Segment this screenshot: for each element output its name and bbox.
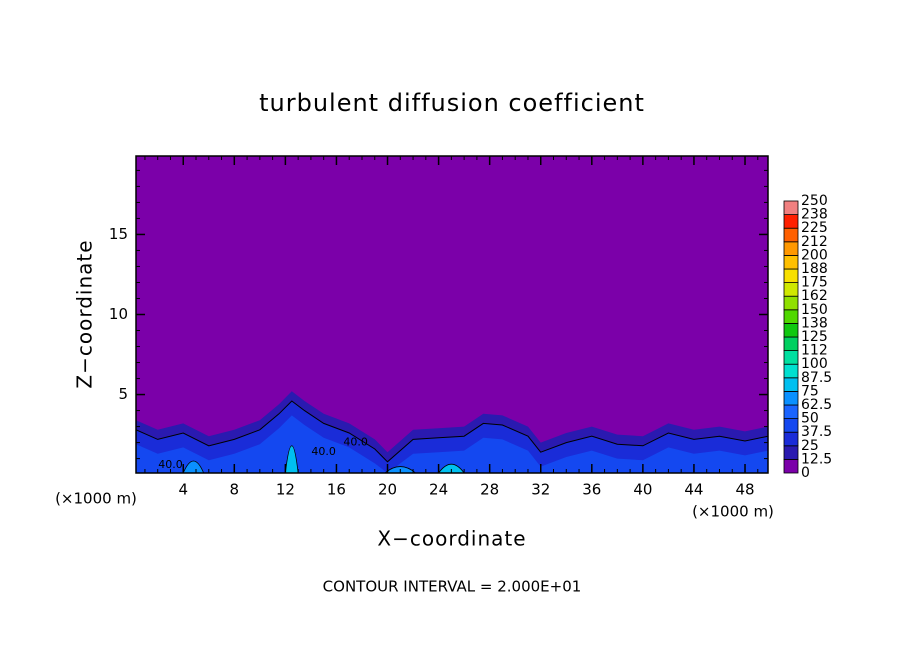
x-tick-label: 32 xyxy=(531,481,550,499)
colorbar-box xyxy=(783,336,799,352)
colorbar-box xyxy=(783,390,799,406)
x-tick-label: 12 xyxy=(276,481,295,499)
colorbar-box xyxy=(783,214,799,229)
colorbar-box xyxy=(783,363,799,379)
colorbar-label: 37.5 xyxy=(801,424,832,440)
x-tick-label: 48 xyxy=(735,481,754,499)
x-tick-label: 24 xyxy=(429,481,448,499)
colorbar-label: 75 xyxy=(801,383,819,399)
colorbar-box xyxy=(783,254,799,270)
y-axis-label: Z−coordinate xyxy=(73,239,97,388)
y-tick-label: 10 xyxy=(109,305,128,323)
x-unit-label: (×1000 m) xyxy=(55,490,137,508)
colorbar-box xyxy=(783,282,799,297)
contour-fill xyxy=(136,156,768,473)
colorbar-box xyxy=(783,445,799,460)
colorbar-label: 62.5 xyxy=(801,397,832,413)
colorbar-label: 87.5 xyxy=(801,370,832,386)
colorbar-label: 150 xyxy=(801,302,828,318)
colorbar-box xyxy=(783,309,799,324)
colorbar-label: 125 xyxy=(801,329,828,345)
contour-label: 40.0 xyxy=(158,458,183,471)
colorbar-box xyxy=(783,241,799,256)
y-tick-label: 5 xyxy=(118,385,128,403)
colorbar-label: 138 xyxy=(801,315,828,331)
x-tick-label: 28 xyxy=(480,481,499,499)
colorbar-label: 200 xyxy=(801,247,828,263)
x-tick-label: 44 xyxy=(684,481,703,499)
contour-label: 40.0 xyxy=(311,445,336,458)
colorbar-box xyxy=(783,431,799,447)
colorbar-box xyxy=(783,350,799,365)
colorbar-box xyxy=(783,200,799,216)
x-tick-label: 20 xyxy=(378,481,397,499)
colorbar-box xyxy=(783,458,799,474)
colorbar-box xyxy=(783,377,799,392)
colorbar-label: 250 xyxy=(801,193,828,209)
chart-title: turbulent diffusion coefficient xyxy=(259,89,645,117)
colorbar-label: 100 xyxy=(801,356,828,372)
colorbar-box xyxy=(783,268,799,284)
colorbar-box xyxy=(783,404,799,420)
x-unit-label: (×1000 m) xyxy=(692,503,774,521)
colorbar-box xyxy=(783,418,799,433)
colorbar-label: 25 xyxy=(801,438,819,454)
contour-label: 40.0 xyxy=(343,436,368,449)
x-tick-label: 4 xyxy=(178,481,188,499)
colorbar-label: 12.5 xyxy=(801,451,832,467)
colorbar-label: 175 xyxy=(801,275,828,291)
colorbar-label: 212 xyxy=(801,234,828,250)
footer: CONTOUR INTERVAL = 2.000E+01 xyxy=(323,578,582,596)
x-tick-label: 40 xyxy=(633,481,652,499)
colorbar-label: 238 xyxy=(801,207,828,223)
colorbar-box xyxy=(783,322,799,338)
colorbar-label: 50 xyxy=(801,411,819,427)
x-tick-label: 16 xyxy=(327,481,346,499)
colorbar-label: 0 xyxy=(801,465,810,481)
colorbar-label: 162 xyxy=(801,288,828,304)
colorbar-label: 188 xyxy=(801,261,828,277)
x-tick-label: 36 xyxy=(582,481,601,499)
y-tick-label: 15 xyxy=(109,225,128,243)
colorbar-box xyxy=(783,295,799,311)
x-axis-label: X−coordinate xyxy=(377,527,526,551)
colorbar-label: 225 xyxy=(801,220,828,236)
colorbar-box xyxy=(783,227,799,243)
x-tick-label: 8 xyxy=(230,481,240,499)
colorbar-label: 112 xyxy=(801,343,828,359)
